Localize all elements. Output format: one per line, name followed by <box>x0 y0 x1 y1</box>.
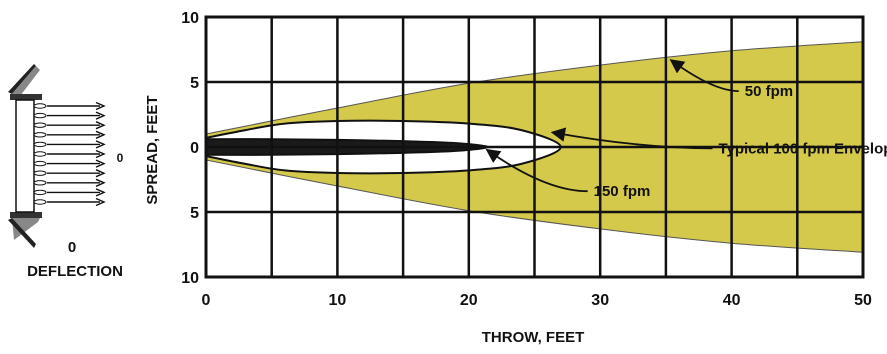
airflow-arrowhead-2 <box>95 121 106 130</box>
x-tick-label-5: 50 <box>854 292 872 309</box>
airflow-arrowhead-6 <box>95 159 106 168</box>
airflow-arrowhead-9 <box>95 188 106 197</box>
deflection-value: 0 <box>68 239 76 256</box>
annotation-typical-100-fpm-envelope: Typical 100 fpm Envelope <box>718 140 887 157</box>
plot-grid <box>204 15 865 279</box>
x-tick-label-2: 20 <box>460 292 478 309</box>
airflow-arrowhead-3 <box>95 130 106 139</box>
y-tick-label-0: 10 <box>181 10 199 27</box>
outlet-frame <box>15 99 35 213</box>
blade-icon-4 <box>33 141 47 148</box>
y-tick-label-1: 5 <box>190 75 199 92</box>
airflow-arrowhead-7 <box>95 169 106 178</box>
x-tick-label-4: 40 <box>723 292 741 309</box>
x-tick-label-3: 30 <box>591 292 609 309</box>
deflection-label: DEFLECTION <box>27 263 123 280</box>
blade-icon-3 <box>33 132 47 138</box>
x-tick-label-0: 0 <box>202 292 211 309</box>
annotations: 50 fpm Typical 100 fpm Envelope 150 fpm <box>485 59 887 200</box>
airflow-arrowhead-1 <box>95 111 106 120</box>
y-tick-label-4: 10 <box>181 270 199 287</box>
airflow-arrowhead-10 <box>95 197 106 207</box>
airflow-arrowhead-5 <box>95 149 106 159</box>
blade-icon-5 <box>33 151 47 157</box>
y-axis-label: SPREAD, FEET <box>144 95 161 204</box>
annotation-50-fpm: 50 fpm <box>745 83 793 100</box>
blade-icon-10 <box>33 199 47 205</box>
outlet-bottom-vane-icon <box>8 212 42 248</box>
blade-icon-6 <box>33 160 47 167</box>
blade-icon-9 <box>33 189 47 196</box>
airflow-arrowhead-0 <box>95 101 106 111</box>
y-tick-label-2: 0 <box>190 140 199 157</box>
plot-frame <box>204 15 865 279</box>
annotation-arrow-2 <box>485 148 588 193</box>
annotation-150-fpm: 150 fpm <box>594 183 651 200</box>
x-axis-label: THROW, FEET <box>482 329 585 346</box>
deflection-diagram: 0 0 DEFLECTION <box>8 64 124 280</box>
arrow-label: 0 <box>117 151 124 165</box>
outlet-top-vane-icon <box>8 64 42 100</box>
outlet-blades <box>33 101 106 207</box>
annotation-arrow-0 <box>669 59 739 92</box>
blade-icon-7 <box>33 170 47 176</box>
blade-icon-1 <box>33 112 47 119</box>
blade-icon-0 <box>33 103 47 109</box>
blade-icon-8 <box>33 180 47 186</box>
y-tick-label-3: 5 <box>190 205 199 222</box>
blade-icon-2 <box>33 122 47 128</box>
annotation-arrow-1 <box>550 127 713 150</box>
airflow-arrowhead-8 <box>95 178 106 187</box>
x-tick-label-1: 10 <box>329 292 347 309</box>
airflow-arrowhead-4 <box>95 140 106 149</box>
